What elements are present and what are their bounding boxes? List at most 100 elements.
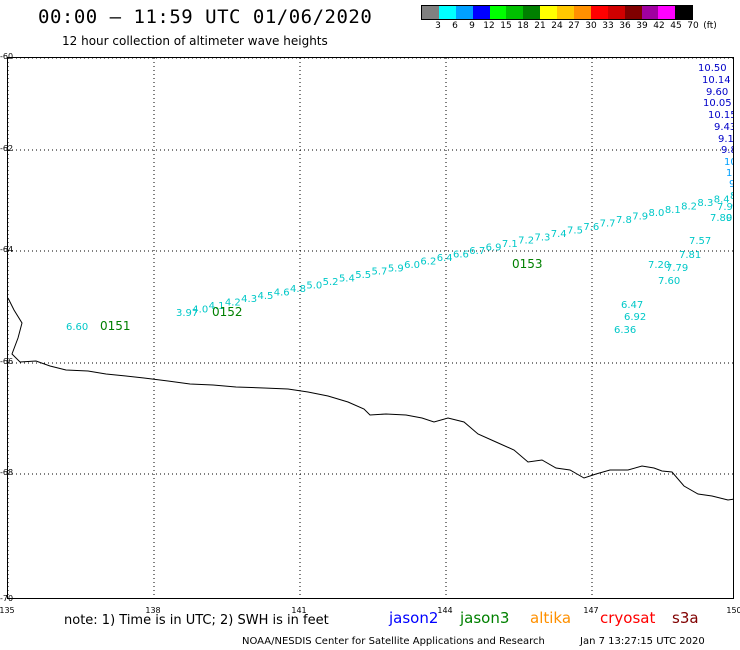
- satellite-legend-item: s3a: [672, 609, 699, 627]
- wave-height-label: 7.4: [551, 229, 567, 240]
- wave-height-label: 10.5: [724, 157, 734, 168]
- wave-height-label: 10.15: [708, 110, 734, 121]
- footer-timestamp: Jan 7 13:27:15 UTC 2020: [580, 636, 705, 647]
- color-scale-label: 39: [636, 21, 648, 31]
- longitude-label: 138: [145, 606, 161, 615]
- jason-track-west: 6.60 0151: [66, 319, 131, 333]
- wave-height-label: 6.47: [621, 300, 643, 311]
- wave-height-label: 4.6: [274, 287, 290, 298]
- satellite-legend-item: jason2: [389, 609, 439, 627]
- wave-height-label: 5.2: [323, 277, 339, 288]
- wave-height-label: 9: [726, 213, 732, 224]
- color-swatch: [455, 6, 473, 19]
- color-scale-label: 45: [670, 21, 682, 31]
- color-scale-label: 9: [469, 21, 475, 31]
- wave-height-label: 6.92: [624, 312, 646, 323]
- wave-height-label: 4.3: [241, 294, 257, 305]
- color-scale-label: 6: [452, 21, 458, 31]
- latitude-label: -66: [0, 357, 14, 366]
- wave-height-label: 6.60: [66, 322, 88, 333]
- wave-height-label: 10.05: [703, 98, 732, 109]
- wave-height-label: 9.13: [718, 134, 734, 145]
- wave-height-label: 4.0: [192, 305, 208, 316]
- pass-label: 0153: [512, 257, 543, 271]
- longitude-label: 150: [726, 606, 740, 615]
- color-scale-label: 30: [585, 21, 597, 31]
- color-scale-label: 12: [483, 21, 495, 31]
- wave-height-label: 7.81: [679, 250, 701, 261]
- map-canvas: 3.974.0 4.1 4.2 4.3 4.5 4.6 4.8 5.0 5.2 5.4 5.5 5.7…: [8, 58, 734, 598]
- wave-height-label: 9.: [732, 191, 734, 202]
- wave-height-label: 7.8: [616, 215, 632, 226]
- color-scale-label: (ft): [703, 21, 717, 31]
- wave-height-label: 8.2: [681, 201, 697, 212]
- latitude-label: -64: [0, 245, 14, 254]
- latitude-label: -70: [0, 594, 14, 603]
- wave-height-label: 9.60: [706, 87, 728, 98]
- color-scale-label: 36: [619, 21, 631, 31]
- wave-height-label: 5.9: [388, 263, 404, 274]
- color-scale-label: 27: [568, 21, 580, 31]
- note-text: note: 1) Time is in UTC; 2) SWH is in fe…: [64, 613, 329, 628]
- wave-height-label: 7.7: [600, 219, 616, 230]
- wave-height-label: 9.43: [714, 122, 734, 133]
- antarctic-coastline: [8, 297, 733, 501]
- wave-height-label: 7.2: [518, 236, 534, 247]
- wave-height-label: 4.2: [225, 298, 241, 309]
- color-swatch: [574, 6, 591, 19]
- wave-height-label: 3.97: [176, 308, 198, 319]
- wave-height-label: 6.36: [614, 325, 636, 336]
- wave-height-label: 7.79: [666, 263, 688, 274]
- wave-height-label: 7.80: [710, 213, 732, 224]
- wave-height-label: 7.3: [534, 232, 550, 243]
- wave-height-label: 10.50: [698, 63, 727, 74]
- latitude-label: -60: [0, 52, 14, 61]
- color-swatch: [658, 6, 676, 19]
- color-swatch: [624, 6, 642, 19]
- wave-height-label: 7.5: [567, 225, 583, 236]
- color-scale-label: 21: [534, 21, 546, 31]
- wave-height-label: 8.0: [649, 208, 665, 219]
- wave-height-label: 7.60: [658, 276, 680, 287]
- wave-height-label: 6.0: [404, 260, 420, 271]
- wave-height-label: 6.6: [453, 250, 469, 261]
- wave-height-label: 8.5: [730, 191, 734, 202]
- wave-height-label: 7.9: [632, 212, 648, 223]
- color-swatch: [489, 6, 507, 19]
- longitude-label: 144: [437, 606, 453, 615]
- wave-height-label: 7.6: [583, 222, 599, 233]
- color-scale-label: 15: [500, 21, 512, 31]
- wave-height-label: 5.5: [355, 270, 371, 281]
- wave-height-label: 8.4: [714, 194, 730, 205]
- color-scale-label: 18: [517, 21, 529, 31]
- jason-track-middle: 3.974.0 4.1 4.2 4.3 4.5 4.6 4.8 5.0 5.2 5.4 5.5 5.7…: [176, 191, 734, 319]
- wave-height-label: 8.1: [665, 205, 681, 216]
- wave-height-label: 5.7: [372, 267, 388, 278]
- wave-height-label: 10.1: [726, 168, 734, 179]
- wave-height-label: 6.9: [486, 243, 502, 254]
- color-scale-bar: [421, 5, 694, 20]
- wave-height-label: 7.57: [689, 236, 711, 247]
- map-panel: 3.97 4.0 4.1 4.2 4.3 4.5 4.6 4.8 5.0 5.2 5.4 5.5 5.7…: [7, 57, 734, 599]
- wave-height-label: 4.8: [290, 284, 306, 295]
- map-subtitle: 12 hour collection of altimeter wave hei…: [62, 34, 328, 48]
- wave-height-label: 4.1: [209, 301, 225, 312]
- color-scale-label: 33: [602, 21, 614, 31]
- wave-height-label: 5.4: [339, 274, 355, 285]
- color-swatch: [607, 6, 625, 19]
- latitude-label: -62: [0, 144, 14, 153]
- latitude-label: -68: [0, 468, 14, 477]
- longitude-label: 141: [291, 606, 307, 615]
- longitude-label: 147: [583, 606, 599, 615]
- wave-height-label: 4.5: [257, 291, 273, 302]
- satellite-legend-item: jason3: [460, 609, 510, 627]
- wave-height-label: 6.7: [469, 246, 485, 257]
- wave-height-label: 9.3: [729, 179, 734, 190]
- color-scale-label: 24: [551, 21, 563, 31]
- color-scale-label: 70: [687, 21, 699, 31]
- color-swatch: [523, 6, 541, 19]
- color-swatch: [472, 6, 490, 19]
- color-swatch: [422, 6, 439, 19]
- wave-height-label: 7.20: [648, 260, 670, 271]
- color-swatch: [438, 6, 456, 19]
